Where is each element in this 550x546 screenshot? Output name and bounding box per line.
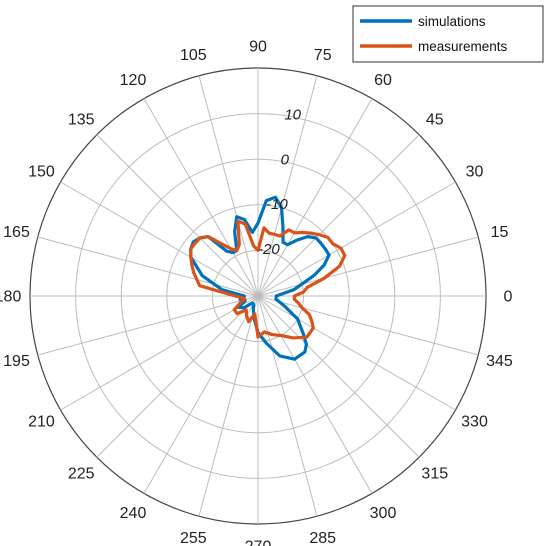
grid-spoke: [37, 295, 259, 356]
legend: simulations measurements: [352, 5, 544, 63]
grid-spoke: [257, 134, 420, 297]
angle-tick-label: 165: [3, 224, 30, 241]
grid-spoke: [60, 295, 259, 411]
angle-tick-label: 45: [426, 112, 444, 129]
grid-spoke: [37, 236, 259, 297]
angle-tick-label: 255: [180, 530, 207, 546]
angle-tick-label: 345: [486, 353, 513, 370]
angle-tick-label: 0: [504, 289, 513, 306]
angle-tick-label: 75: [314, 47, 332, 64]
grid-spoke: [257, 295, 456, 411]
grid-spoke: [257, 295, 479, 356]
legend-box: [352, 5, 544, 63]
grid-spoke: [60, 181, 259, 297]
angle-tick-label: 270: [245, 539, 272, 546]
grid-spoke: [257, 295, 420, 458]
grid-spoke: [198, 295, 259, 517]
radial-tick-label: 10: [284, 106, 301, 123]
grid-spoke: [96, 295, 259, 458]
angle-tick-label: 15: [491, 224, 509, 241]
angle-tick-label: 60: [374, 72, 392, 89]
series-line-measurements: [189, 219, 347, 340]
grid-spoke: [96, 134, 259, 297]
angle-tick-label: 195: [3, 353, 30, 370]
series-group: [189, 195, 347, 361]
grid-spoke: [198, 75, 259, 297]
angle-tick-labels: 0 15 30 45 60 75 90 105 120 135 150 165 180 195 210 225…: [0, 39, 513, 546]
angle-tick-label: 30: [466, 164, 484, 181]
radial-tick-label: 0: [281, 151, 290, 168]
polar-grid: [29, 67, 487, 525]
grid-spoke: [143, 98, 259, 297]
angle-tick-label: 180: [0, 289, 21, 306]
angle-tick-label: 285: [309, 530, 336, 546]
grid-spoke: [257, 295, 373, 494]
angle-tick-label: 330: [461, 414, 488, 431]
angle-tick-label: 315: [421, 465, 448, 482]
angle-tick-label: 240: [120, 505, 147, 522]
legend-label-measurements: measurements: [418, 39, 508, 54]
angle-tick-label: 90: [249, 39, 267, 56]
angle-tick-label: 120: [120, 72, 147, 89]
radial-tick-label: -10: [266, 196, 288, 213]
grid-spoke: [143, 295, 259, 494]
angle-tick-label: 135: [68, 112, 95, 129]
radial-tick-labels: -20 -10 0 10: [258, 106, 302, 258]
angle-tick-label: 105: [180, 47, 207, 64]
angle-tick-label: 225: [68, 465, 95, 482]
angle-tick-label: 210: [28, 414, 55, 431]
grid-spoke: [257, 98, 373, 297]
angle-tick-label: 150: [28, 164, 55, 181]
grid-spoke: [257, 181, 456, 297]
grid-spoke: [257, 236, 479, 297]
angle-tick-label: 300: [370, 505, 397, 522]
radial-tick-label: -20: [258, 241, 280, 258]
legend-label-simulations: simulations: [418, 14, 486, 29]
grid-spoke: [257, 75, 318, 297]
